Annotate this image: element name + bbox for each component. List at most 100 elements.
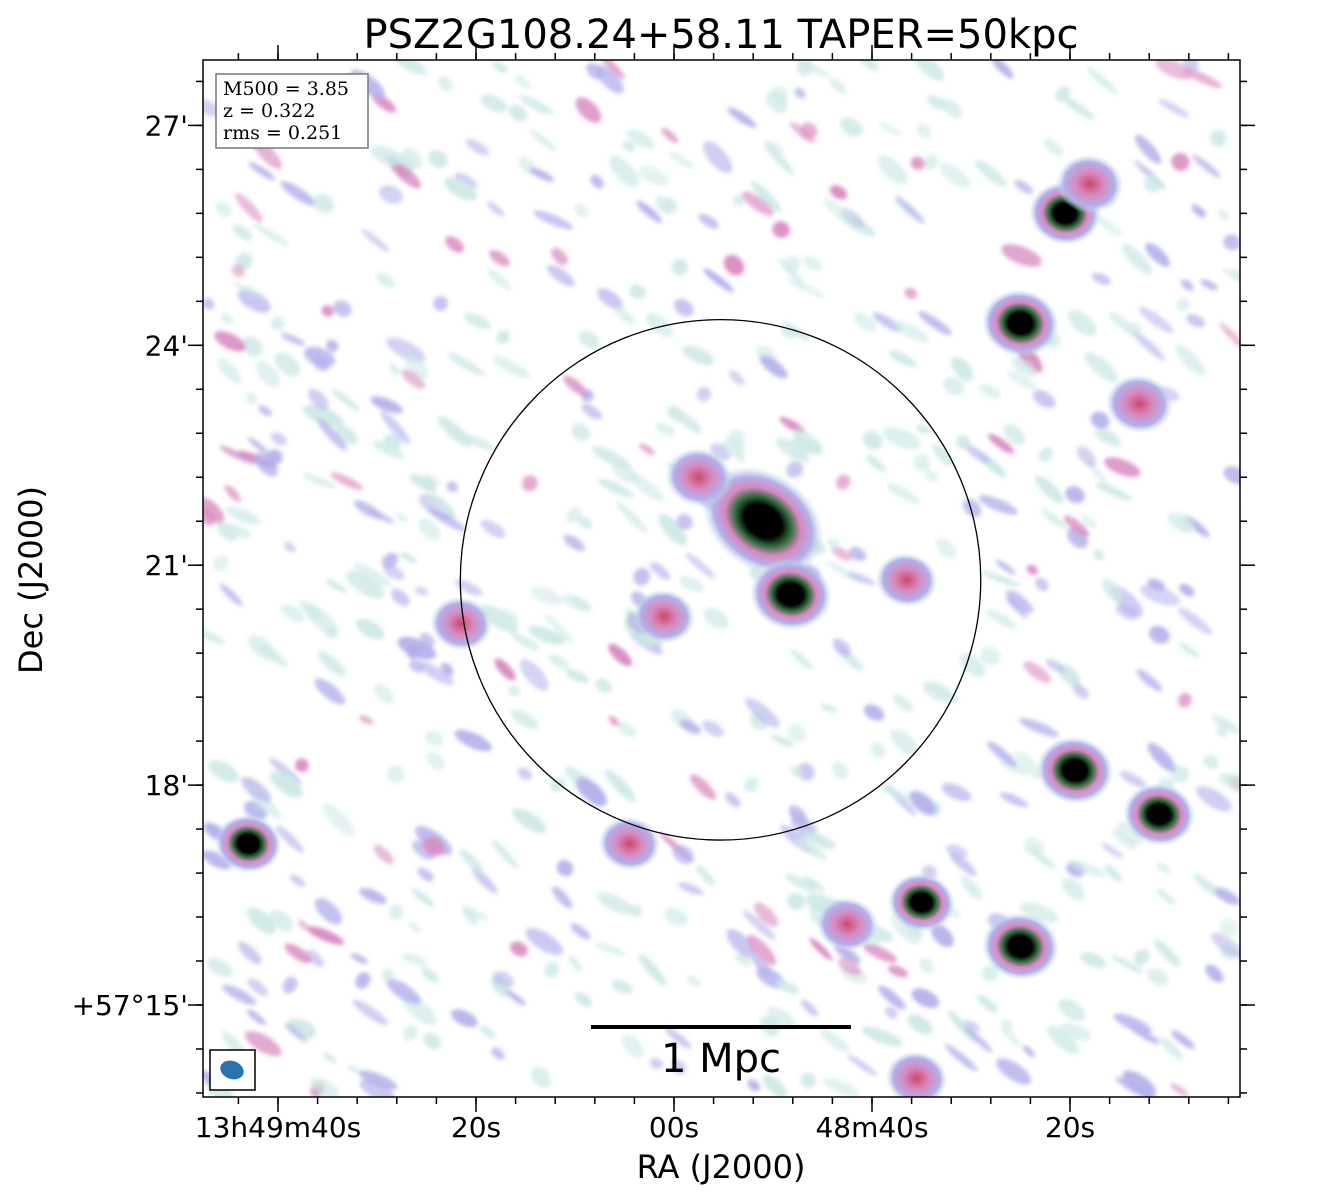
noise-blob [1084, 352, 1119, 383]
noise-blob [772, 221, 791, 238]
noise-blob [616, 721, 637, 738]
noise-blob [1001, 1019, 1014, 1031]
noise-blob [354, 563, 391, 587]
radio-source [981, 289, 1060, 358]
noise-blob [878, 985, 906, 1010]
noise-blob [350, 953, 368, 964]
noise-blob [787, 723, 807, 743]
noise-blob [333, 300, 352, 317]
noise-blob [571, 423, 590, 441]
noise-blob [404, 356, 429, 379]
noise-blob [489, 250, 510, 267]
noise-blob [732, 195, 745, 207]
noise-blob [931, 924, 954, 948]
noise-blob [325, 626, 338, 640]
noise-blob [308, 388, 329, 410]
noise-blob [372, 440, 404, 459]
noise-blob [767, 1007, 795, 1029]
noise-blob [882, 427, 921, 450]
noise-blob [247, 437, 269, 455]
noise-blob [1156, 888, 1176, 906]
noise-blob [862, 431, 883, 450]
axis-ticks [188, 45, 1255, 1112]
noise-blob [673, 298, 694, 317]
noise-blob [829, 78, 848, 95]
noise-blob [725, 792, 741, 808]
noise-blob [672, 844, 695, 865]
noise-blob [932, 444, 953, 466]
noise-blob [322, 1052, 337, 1064]
noise-blob [221, 313, 233, 325]
noise-blob [750, 181, 782, 213]
noise-blob [203, 850, 232, 870]
noise-blob [577, 516, 593, 529]
noise-blob [574, 203, 589, 218]
noise-blob [370, 145, 404, 166]
noise-blob [382, 552, 398, 569]
noise-blob [1032, 389, 1056, 409]
noise-blob [669, 151, 695, 170]
noise-blob [633, 567, 651, 586]
noise-blob [747, 1079, 761, 1092]
noise-blob [744, 697, 780, 728]
noise-blob [940, 98, 963, 119]
noise-blob [330, 472, 363, 491]
noise-blob [1086, 66, 1118, 95]
noise-blob [616, 501, 648, 533]
noise-blob [529, 167, 554, 182]
noise-blob [563, 534, 585, 552]
noise-blob [1178, 642, 1200, 658]
noise-blob [529, 130, 557, 151]
noise-blob [1001, 244, 1042, 267]
radio-source [214, 814, 282, 874]
noise-blob [676, 513, 693, 530]
noise-blob [492, 971, 515, 988]
radio-source [701, 465, 825, 577]
noise-blob [306, 949, 324, 968]
noise-blob [946, 844, 968, 859]
noise-blob [941, 783, 972, 802]
noise-blob [302, 473, 337, 489]
noise-blob [846, 1054, 878, 1077]
noise-blob [1065, 486, 1085, 504]
noise-blob [1018, 718, 1059, 737]
noise-blob [1153, 938, 1181, 967]
noise-blob [1119, 771, 1147, 788]
radio-sources [214, 154, 1196, 1097]
noise-blob [703, 268, 734, 293]
noise-blob [734, 954, 751, 966]
noise-blob [829, 185, 848, 200]
noise-blob [550, 777, 566, 793]
noise-blob [974, 160, 1007, 187]
info-rms: rms = 0.251 [223, 122, 342, 144]
noise-blob [880, 786, 913, 802]
noise-blob [514, 74, 531, 89]
noise-blob [269, 909, 294, 932]
noise-blob [1115, 1076, 1152, 1097]
noise-blob [233, 282, 266, 299]
noise-blob [276, 770, 303, 797]
noise-blob [207, 760, 239, 783]
noise-blob [802, 876, 824, 892]
noise-blob [800, 999, 819, 1017]
noise-blob [604, 769, 636, 802]
noise-blob [228, 523, 252, 539]
noise-blob [391, 162, 422, 189]
noise-blob [1171, 765, 1190, 783]
noise-blob [511, 633, 540, 651]
noise-blob [614, 306, 636, 326]
noise-blob [1038, 446, 1054, 463]
beam-indicator [209, 1049, 256, 1091]
noise-blob [359, 1079, 395, 1097]
noise-blob [629, 284, 646, 300]
noise-blob [1023, 661, 1051, 683]
noise-blob [650, 562, 671, 580]
noise-blob [304, 346, 335, 368]
noise-blob [388, 904, 404, 920]
noise-blob [1216, 727, 1228, 738]
noise-blob [870, 742, 886, 758]
noise-blob [939, 162, 971, 189]
noise-blob [1047, 1025, 1080, 1055]
noise-blob [1005, 596, 1028, 619]
x-tick-label: 20s [1045, 1111, 1095, 1144]
